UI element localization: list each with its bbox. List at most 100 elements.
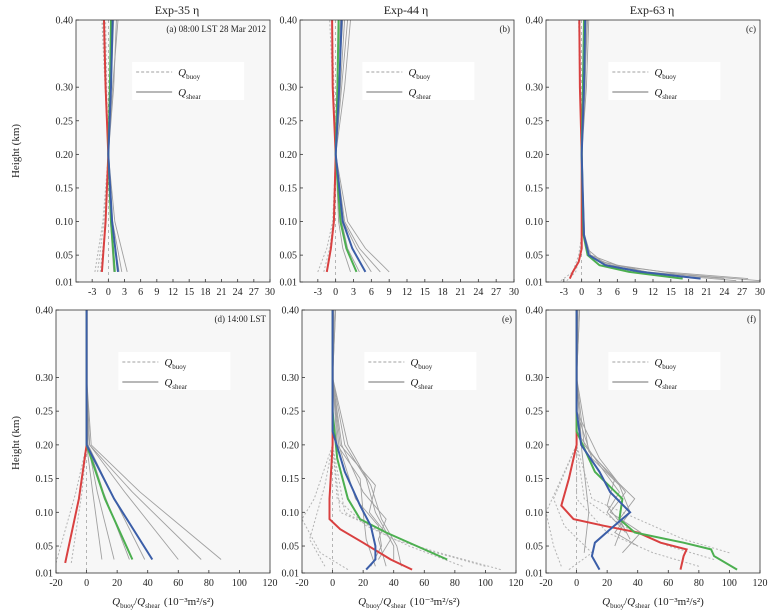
legend-shear-label: Qshear <box>164 377 187 391</box>
x-tick-label: 15 <box>666 287 676 298</box>
panel-e: -20 0 20 40 60 80 100 120 0.01 0.05 0.10 0.15 0.20 0.… <box>282 306 524 590</box>
axes-frame <box>301 309 517 574</box>
plot-lines <box>560 20 760 282</box>
x-axis-label-text: Qbuoy/Qshear (10⁻³m²/s²) <box>112 596 214 610</box>
y-tick-label: 0.25 <box>36 407 54 418</box>
buoy-profile-line-1 <box>576 310 715 560</box>
y-tick-label: 0.20 <box>282 440 300 451</box>
y-tick-label: 0.40 <box>526 16 544 27</box>
x-axis-label-e: Qbuoy/Qshear (10⁻³m²/s²) <box>358 596 460 610</box>
x-tick-label: 100 <box>232 578 247 589</box>
x-tick-label: 24 <box>473 287 483 298</box>
x-tick-label: 30 <box>509 287 519 298</box>
x-axis-label-d: Qbuoy/Qshear (10⁻³m²/s²) <box>112 596 214 610</box>
x-tick-label: -20 <box>295 578 308 589</box>
legend-box <box>364 352 477 390</box>
y-tick-label: 0.15 <box>526 183 544 194</box>
legend-box <box>608 62 721 100</box>
y-tick-label: 0.10 <box>36 508 54 519</box>
panel-annotation: (d) 14:00 LST <box>215 314 267 324</box>
x-tick-label: 27 <box>737 287 747 298</box>
legend-box <box>362 62 475 100</box>
y-tick-label: 0.01 <box>282 569 300 580</box>
x-tick-label: 60 <box>173 578 183 589</box>
x-tick-label: 100 <box>478 578 493 589</box>
plot-lines <box>317 20 390 282</box>
y-tick-label: 0.25 <box>282 407 300 418</box>
y-tick-label: 0.15 <box>56 183 74 194</box>
column-title-exp63: Exp-63 η <box>630 3 675 17</box>
column-title-exp44: Exp-44 η <box>384 3 429 17</box>
y-tick-label: 0.10 <box>282 508 300 519</box>
x-tick-label: 60 <box>419 578 429 589</box>
x-tick-label: -3 <box>560 287 568 298</box>
x-tick-label: 21 <box>456 287 466 298</box>
x-tick-label: 12 <box>648 287 658 298</box>
x-tick-label: 6 <box>615 287 620 298</box>
legend: Qbuoy Qshear <box>362 62 475 101</box>
x-tick-label: 0 <box>579 287 584 298</box>
y-tick-label: 0.01 <box>526 278 544 289</box>
legend: Qbuoy Qshear <box>364 352 477 391</box>
legend-buoy-label: Qbuoy <box>178 67 200 81</box>
panel-f: -20 0 20 40 60 80 100 120 0.01 0.05 0.10 0.15 0.20 0.… <box>526 306 768 590</box>
y-tick-label: 0.10 <box>280 217 298 228</box>
y-tick-label: 0.30 <box>526 373 544 384</box>
x-tick-label: 20 <box>112 578 122 589</box>
x-tick-label: 120 <box>263 578 278 589</box>
legend-buoy-label: Qbuoy <box>654 67 676 81</box>
series-line-blue <box>334 20 367 273</box>
x-tick-label: 80 <box>204 578 214 589</box>
series-line-blue <box>580 20 701 280</box>
panel-label: (f) <box>747 314 756 324</box>
legend-buoy-label: Qbuoy <box>654 357 676 371</box>
y-tick-label: 0.10 <box>526 508 544 519</box>
y-tick-label: 0.01 <box>36 569 54 580</box>
x-tick-label: 24 <box>719 287 729 298</box>
x-tick-label: 18 <box>684 287 694 298</box>
x-tick-label: -3 <box>88 287 96 298</box>
legend-shear-label: Qshear <box>654 87 677 101</box>
buoy-profile-line-2 <box>94 20 109 272</box>
x-axis-label-text: Qbuoy/Qshear (10⁻³m²/s²) <box>358 596 460 610</box>
x-tick-label: 30 <box>755 287 765 298</box>
y-tick-label: 0.25 <box>280 116 298 127</box>
x-tick-label: 15 <box>184 287 194 298</box>
buoy-profile-line-0 <box>317 20 337 273</box>
y-tick-label: 0.40 <box>56 16 74 27</box>
legend: Qbuoy Qshear <box>608 352 721 391</box>
y-tick-label: 0.25 <box>56 116 74 127</box>
y-tick-label: 0.20 <box>526 150 544 161</box>
x-tick-label: -3 <box>314 287 322 298</box>
x-tick-label: 40 <box>143 578 153 589</box>
y-tick-label: 0.30 <box>526 83 544 94</box>
x-tick-label: 100 <box>722 578 737 589</box>
x-tick-label: 120 <box>753 578 768 589</box>
plot-area <box>546 20 760 282</box>
legend-box <box>608 352 721 390</box>
panel-label: (b) <box>500 24 511 34</box>
x-tick-label: 40 <box>633 578 643 589</box>
legend-buoy-label: Qbuoy <box>408 67 430 81</box>
x-tick-label: 21 <box>217 287 227 298</box>
y-tick-label: 0.30 <box>280 83 298 94</box>
x-tick-label: 6 <box>369 287 374 298</box>
y-tick-label: 0.20 <box>56 150 74 161</box>
y-tick-label: 0.30 <box>56 83 74 94</box>
y-tick-label: 0.20 <box>36 440 54 451</box>
y-tick-label: 0.25 <box>526 116 544 127</box>
panel-a: -3 0 3 6 9 12 15 18 21 24 27 30 0.01 0.05 0.10 0.15 0.20… <box>56 16 276 299</box>
legend-box <box>118 352 231 390</box>
x-tick-label: 120 <box>509 578 524 589</box>
y-tick-label: 0.15 <box>526 474 544 485</box>
y-tick-label: 0.20 <box>526 440 544 451</box>
series-line-blue <box>107 20 119 273</box>
axes-frame <box>55 309 271 574</box>
y-tick-label: 0.10 <box>56 217 74 228</box>
y-tick-label: 0.05 <box>280 251 298 262</box>
x-tick-label: 0 <box>333 287 338 298</box>
y-tick-label: 0.40 <box>36 306 54 317</box>
panel-annotation: (a) 08:00 LST 28 Mar 2012 <box>166 24 266 34</box>
x-tick-label: 27 <box>491 287 501 298</box>
x-tick-label: 0 <box>574 578 579 589</box>
